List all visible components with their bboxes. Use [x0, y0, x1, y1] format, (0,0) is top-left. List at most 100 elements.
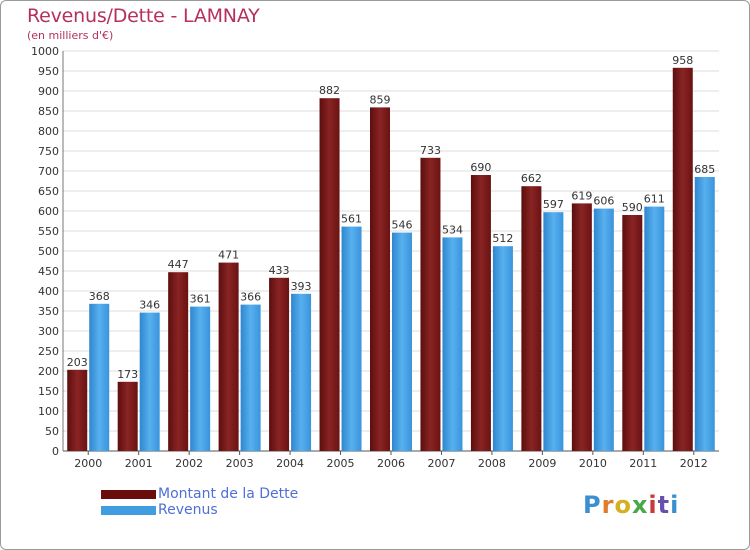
y-tick-label: 500 — [38, 245, 59, 258]
y-tick-label: 600 — [38, 205, 59, 218]
x-tick-label: 2009 — [528, 457, 556, 470]
data-label: 619 — [571, 189, 592, 202]
chart-subtitle: (en milliers d'€) — [27, 29, 114, 42]
bar-revenus — [139, 312, 160, 451]
bar-revenus — [392, 232, 412, 451]
x-tick-label: 2007 — [427, 457, 455, 470]
y-axis-ticks: 0 50 100 150 200 250 300 350 400 450 500 550 600 650 7… — [31, 45, 59, 458]
data-label: 958 — [672, 54, 693, 67]
data-label: 368 — [89, 290, 110, 303]
data-label: 859 — [370, 93, 391, 106]
bar-dette — [370, 107, 390, 452]
legend-item-revenus: Revenus — [101, 502, 298, 518]
legend-swatch-debt — [101, 489, 156, 499]
y-tick-label: 50 — [45, 425, 59, 438]
y-tick-label: 100 — [38, 405, 59, 418]
legend-label-debt: Montant de la Dette — [158, 486, 299, 502]
bar-revenus — [89, 303, 110, 451]
y-tick-label: 350 — [38, 305, 59, 318]
bar-dette — [218, 262, 239, 451]
x-tick-label: 2008 — [478, 457, 506, 470]
x-tick-label: 2002 — [175, 457, 203, 470]
y-tick-label: 450 — [38, 265, 59, 278]
data-label: 662 — [521, 172, 542, 185]
legend-item-debt: Montant de la Dette — [101, 486, 298, 502]
data-label: 173 — [117, 368, 138, 381]
grid-lines — [62, 50, 719, 452]
y-tick-label: 150 — [38, 385, 59, 398]
y-tick-label: 1000 — [31, 45, 59, 58]
bar-dette — [470, 175, 491, 451]
y-tick-label: 250 — [38, 345, 59, 358]
bar-dette — [168, 272, 189, 451]
x-tick-label: 2010 — [579, 457, 607, 470]
legend: Montant de la Dette Revenus — [101, 486, 298, 518]
data-label: 685 — [694, 163, 715, 176]
x-tick-label: 2001 — [125, 457, 153, 470]
x-tick-label: 2003 — [226, 457, 254, 470]
data-label: 561 — [341, 213, 362, 226]
y-tick-label: 850 — [38, 105, 59, 118]
bar-revenus — [442, 237, 463, 451]
bar-revenus — [593, 208, 614, 451]
bar-dette — [622, 215, 643, 451]
data-label: 346 — [139, 299, 160, 312]
bar-revenus — [694, 177, 715, 451]
x-axis-ticks: 2000 2001 2002 2003 2004 2005 2006 2007 2008 2009… — [74, 451, 708, 470]
data-label: 433 — [269, 264, 290, 277]
bar-revenus — [543, 212, 564, 451]
x-tick-label: 2005 — [327, 457, 355, 470]
data-label: 606 — [593, 195, 614, 208]
y-tick-label: 750 — [38, 145, 59, 158]
x-tick-label: 2006 — [377, 457, 405, 470]
data-label: 590 — [622, 201, 643, 214]
bar-revenus — [190, 306, 211, 451]
data-label: 512 — [492, 232, 513, 245]
bar-revenus — [341, 226, 362, 451]
bar-dette — [521, 186, 542, 451]
y-tick-label: 800 — [38, 125, 59, 138]
x-tick-label: 2000 — [74, 457, 102, 470]
legend-swatch-revenus — [101, 505, 156, 515]
y-tick-label: 900 — [38, 85, 59, 98]
x-tick-label: 2011 — [629, 457, 657, 470]
data-label: 546 — [392, 219, 413, 232]
data-label: 882 — [319, 84, 340, 97]
bar-dette — [117, 381, 138, 451]
y-tick-label: 700 — [38, 165, 59, 178]
y-tick-label: 550 — [38, 225, 59, 238]
bar-revenus — [492, 246, 513, 451]
y-tick-label: 650 — [38, 185, 59, 198]
data-label: 203 — [67, 356, 88, 369]
data-label: 690 — [470, 161, 491, 174]
bar-dette — [672, 67, 693, 452]
bar-dette — [319, 98, 340, 451]
data-label: 361 — [190, 293, 211, 306]
y-tick-label: 300 — [38, 325, 59, 338]
bar-dette — [420, 157, 441, 452]
bar-dette — [571, 203, 592, 451]
data-label: 733 — [420, 144, 441, 157]
x-tick-label: 2004 — [276, 457, 304, 470]
bar-dette — [269, 277, 290, 451]
data-label: 534 — [442, 223, 463, 236]
bar-revenus — [644, 206, 665, 451]
data-label: 447 — [168, 258, 189, 271]
chart-title: Revenus/Dette - LAMNAY — [27, 5, 260, 27]
y-tick-label: 400 — [38, 285, 59, 298]
bar-dette — [67, 369, 88, 451]
y-tick-label: 200 — [38, 365, 59, 378]
proxiti-logo: Proxiti — [583, 491, 680, 519]
y-tick-label: 950 — [38, 65, 59, 78]
x-tick-label: 2012 — [680, 457, 708, 470]
legend-label-revenus: Revenus — [158, 502, 218, 518]
bars — [67, 67, 715, 452]
data-label: 366 — [240, 291, 261, 304]
data-label: 611 — [644, 193, 665, 206]
data-label: 393 — [291, 280, 312, 293]
bar-revenus — [291, 293, 312, 451]
data-label: 471 — [218, 249, 239, 262]
